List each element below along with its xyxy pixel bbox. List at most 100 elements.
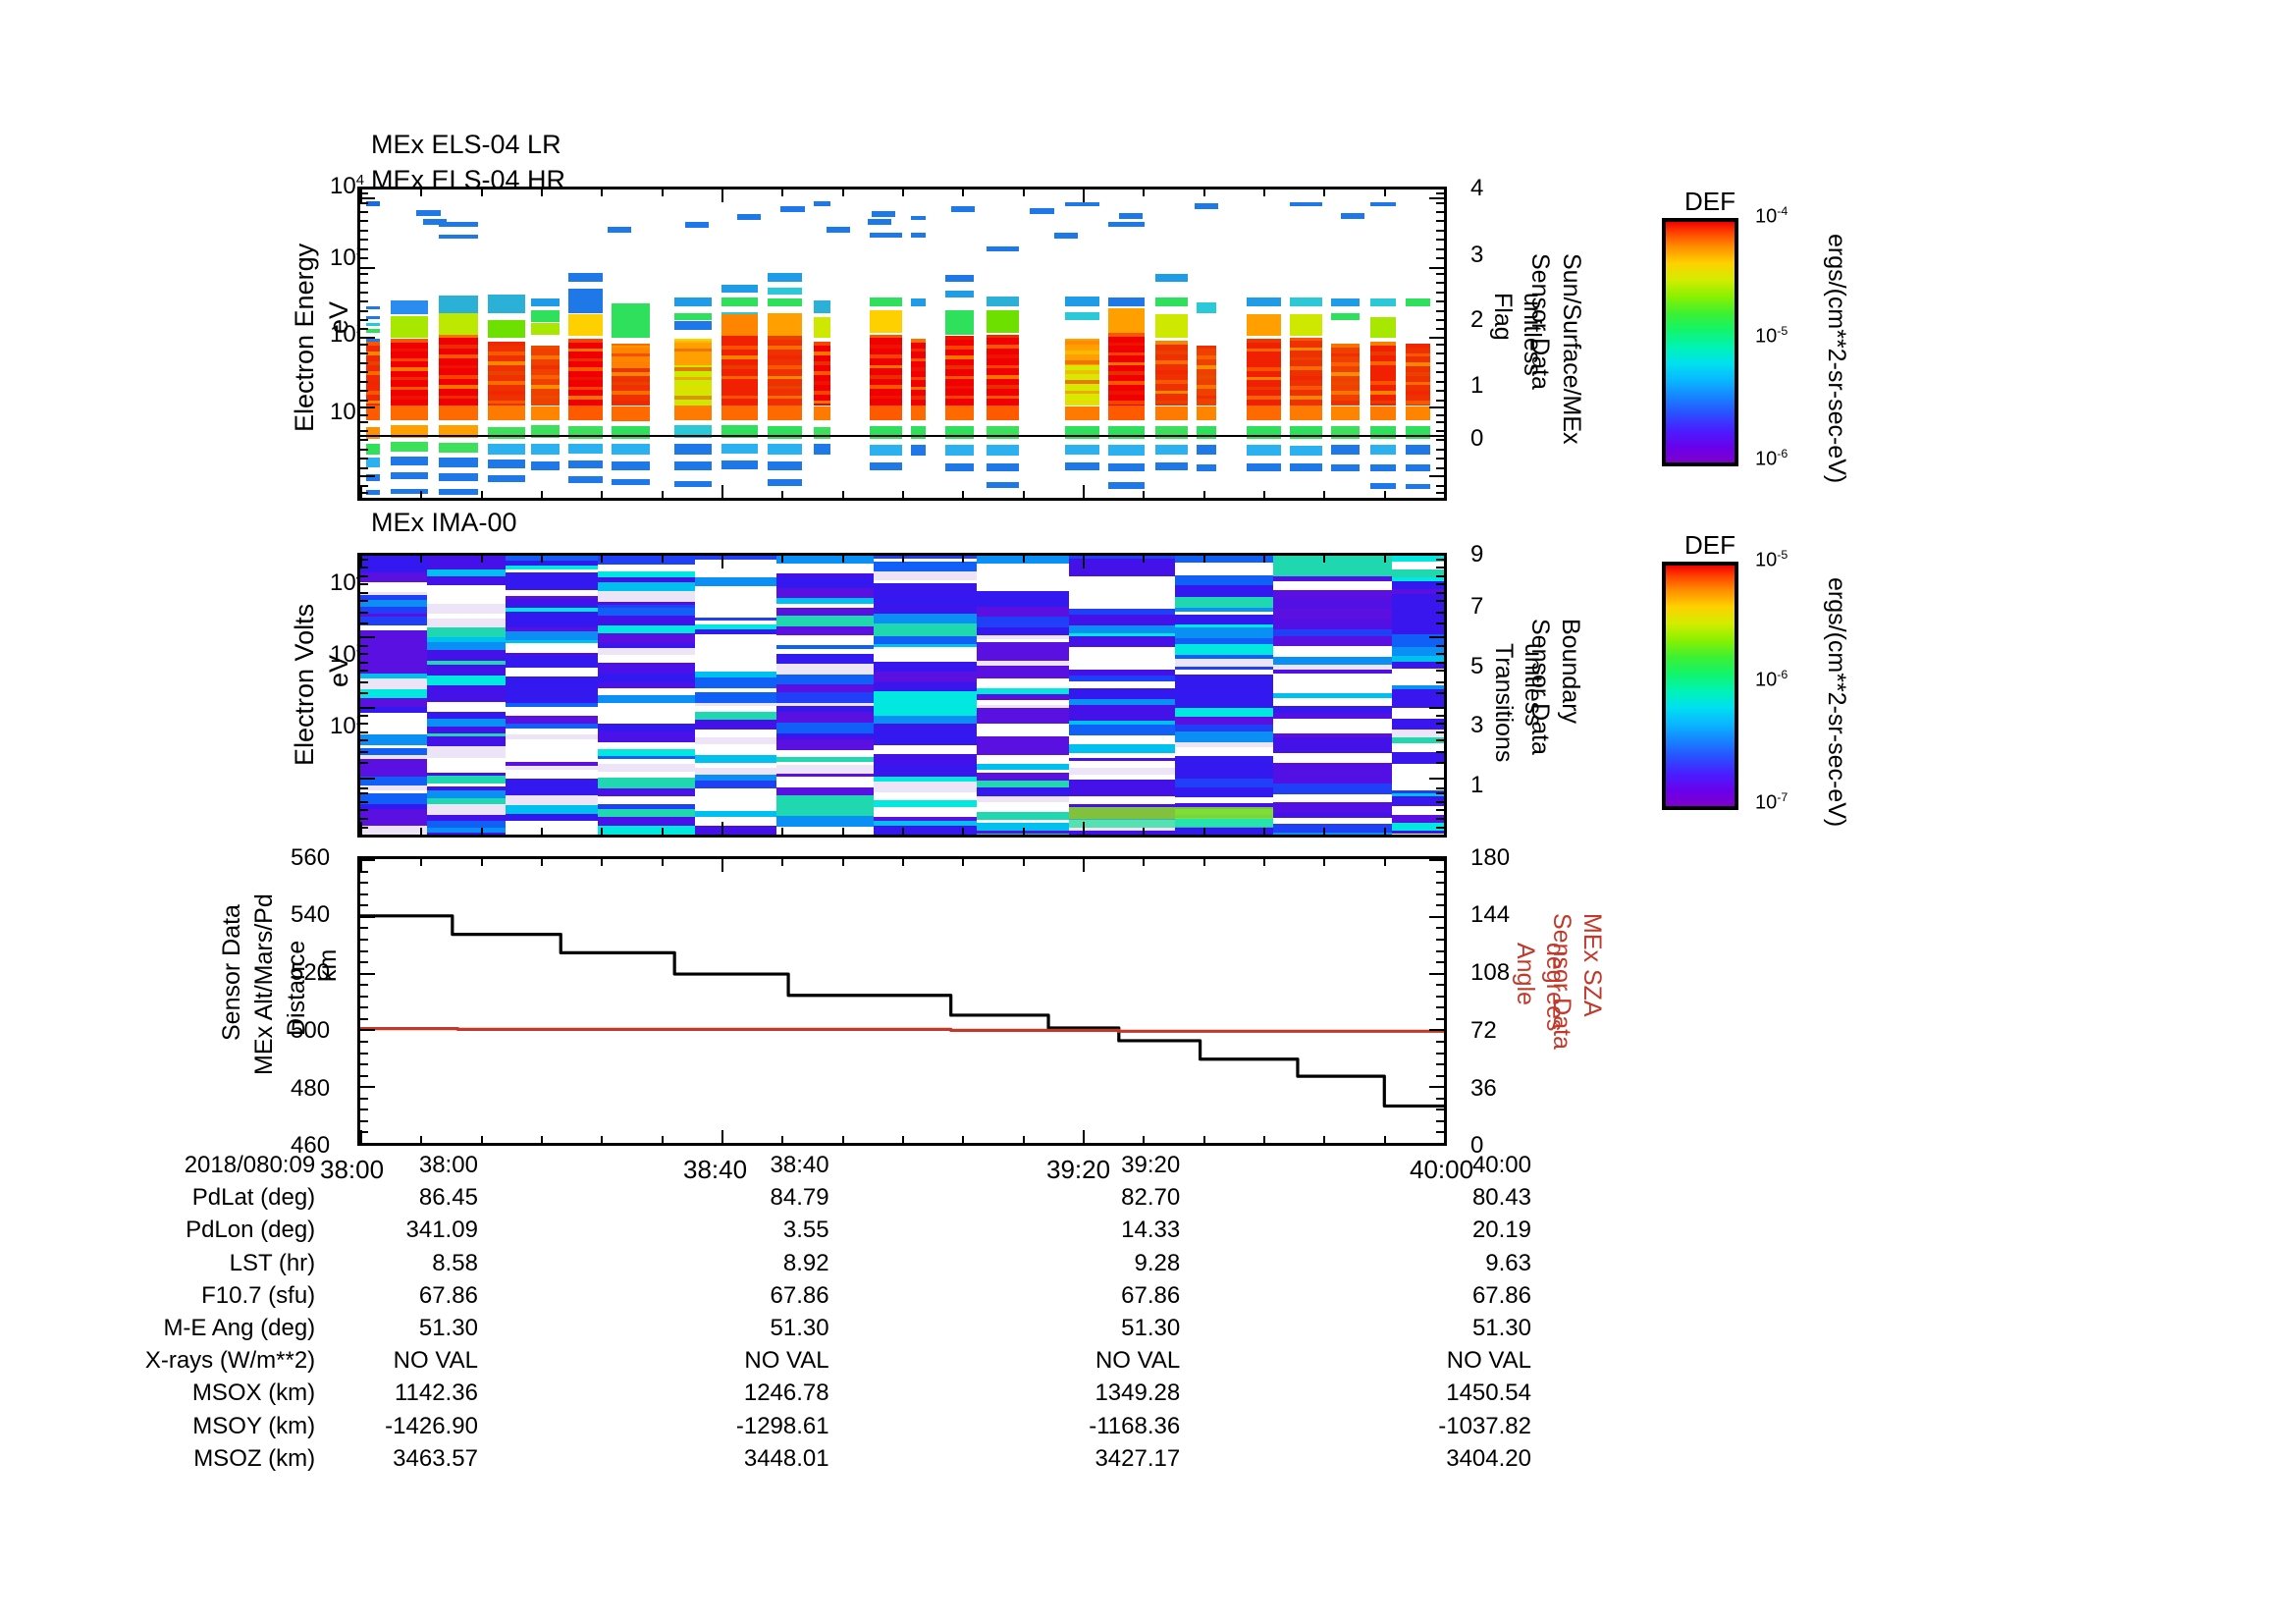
spectrogram-stripe[interactable] (1406, 344, 1430, 348)
ima-band[interactable] (695, 677, 776, 688)
ima-band[interactable] (1272, 629, 1392, 636)
spectrogram-band[interactable] (1155, 445, 1189, 455)
spectrogram-hit[interactable] (1341, 212, 1365, 219)
ima-band[interactable] (874, 682, 978, 691)
spectrogram-stripe[interactable] (1290, 386, 1323, 390)
ima-band[interactable] (874, 830, 978, 835)
spectrogram-band[interactable] (869, 309, 902, 334)
ima-band[interactable] (695, 586, 776, 589)
ima-band[interactable] (1069, 568, 1176, 576)
ima-band[interactable] (1392, 743, 1444, 752)
ima-band[interactable] (1392, 760, 1444, 764)
ima-band[interactable] (597, 591, 696, 602)
ima-band[interactable] (977, 764, 1069, 770)
ima-band[interactable] (505, 653, 598, 657)
ima-band[interactable] (775, 649, 875, 654)
spectrogram-stripe[interactable] (1406, 401, 1430, 405)
y-tick-minor[interactable] (360, 574, 368, 577)
ima-band[interactable] (1069, 796, 1176, 804)
ima-band[interactable] (977, 580, 1069, 591)
ima-band[interactable] (597, 788, 696, 796)
ima-band[interactable] (1175, 670, 1273, 675)
ima-band[interactable] (1069, 775, 1176, 780)
ima-band[interactable] (1392, 569, 1444, 577)
y-tick-minor[interactable] (360, 318, 368, 321)
spectrogram-band[interactable] (488, 426, 525, 440)
spectrogram-stripe[interactable] (1155, 340, 1189, 345)
ima-band[interactable] (1069, 647, 1176, 651)
x-tick[interactable] (480, 859, 483, 866)
spectrogram-band[interactable] (674, 406, 712, 421)
y-tick-minor[interactable] (360, 361, 368, 364)
ima-band[interactable] (1069, 705, 1176, 711)
x-tick[interactable] (1263, 1136, 1265, 1143)
ima-band[interactable] (1069, 688, 1176, 699)
ima-band[interactable] (1069, 789, 1176, 796)
spectrogram-stripe[interactable] (1155, 400, 1189, 405)
spectrogram-stripe[interactable] (1290, 395, 1323, 400)
ima-band[interactable] (505, 596, 598, 599)
y-tick-minor[interactable] (1436, 786, 1444, 789)
spectrogram-band[interactable] (1369, 317, 1397, 338)
ima-band[interactable] (1069, 768, 1176, 771)
x-tick[interactable] (1323, 556, 1326, 563)
ima-band[interactable] (427, 676, 506, 685)
spectrogram-stripe[interactable] (531, 345, 561, 350)
spectrogram-stripe[interactable] (987, 364, 1020, 369)
spectrogram-column[interactable] (869, 189, 902, 498)
y-tick-minor[interactable] (1436, 1119, 1444, 1122)
x-tick[interactable] (841, 828, 844, 835)
spectrogram-stripe[interactable] (813, 381, 831, 385)
ima-band[interactable] (775, 684, 875, 692)
ima-band[interactable] (874, 571, 978, 580)
spectrogram-stripe[interactable] (987, 374, 1020, 379)
y-tick-minor[interactable] (360, 644, 368, 647)
spectrogram-band[interactable] (1369, 445, 1397, 455)
ima-band[interactable] (1069, 625, 1176, 633)
spectrogram-hit[interactable] (1118, 212, 1144, 219)
spectrogram-stripe[interactable] (674, 367, 712, 371)
ima-band[interactable] (427, 569, 506, 576)
spectrogram-stripe[interactable] (1197, 365, 1217, 369)
y-tick-minor[interactable] (1436, 272, 1444, 275)
spectrogram-column[interactable] (568, 189, 604, 498)
ima-band[interactable] (505, 612, 598, 615)
y-tick-minor[interactable] (1436, 692, 1444, 695)
spectrogram-band[interactable] (1107, 482, 1146, 489)
ima-band[interactable] (695, 664, 776, 672)
ima-band[interactable] (597, 605, 696, 608)
spectrogram-band[interactable] (365, 200, 380, 207)
x-tick[interactable] (1383, 491, 1386, 498)
spectrogram-stripe[interactable] (869, 364, 902, 369)
spectrogram-band[interactable] (390, 488, 429, 495)
ima-band[interactable] (977, 781, 1069, 787)
ima-band[interactable] (360, 630, 428, 639)
y-tick-minor[interactable] (1436, 583, 1444, 586)
ima-band[interactable] (1392, 793, 1444, 796)
ima-band[interactable] (505, 577, 598, 585)
y-tick-minor[interactable] (1436, 809, 1444, 812)
x-tick[interactable] (360, 485, 362, 498)
ima-band[interactable] (1069, 676, 1176, 681)
spectrogram-stripe[interactable] (1155, 360, 1189, 364)
spectrogram-stripe[interactable] (365, 361, 380, 365)
ima-band[interactable] (775, 608, 875, 616)
spectrogram-stripe[interactable] (1331, 344, 1360, 348)
spectrogram-band[interactable] (1331, 463, 1360, 471)
y-tick-minor[interactable] (1436, 220, 1444, 223)
ima-band[interactable] (505, 692, 598, 703)
ima-band[interactable] (427, 719, 506, 727)
ima-band[interactable] (427, 765, 506, 773)
ima-band[interactable] (1272, 744, 1392, 753)
ima-band[interactable] (597, 817, 696, 826)
y-tick-minor[interactable] (360, 904, 368, 907)
spectrogram-stripe[interactable] (1107, 381, 1146, 385)
ima-band[interactable] (1069, 609, 1176, 615)
ima-band[interactable] (1272, 556, 1392, 567)
spectrogram-stripe[interactable] (768, 355, 803, 360)
ima-band[interactable] (360, 785, 428, 790)
y-tick-minor[interactable] (1436, 1063, 1444, 1066)
x-tick[interactable] (661, 828, 664, 835)
x-tick[interactable] (601, 1136, 604, 1143)
y-tick-minor[interactable] (360, 247, 368, 250)
